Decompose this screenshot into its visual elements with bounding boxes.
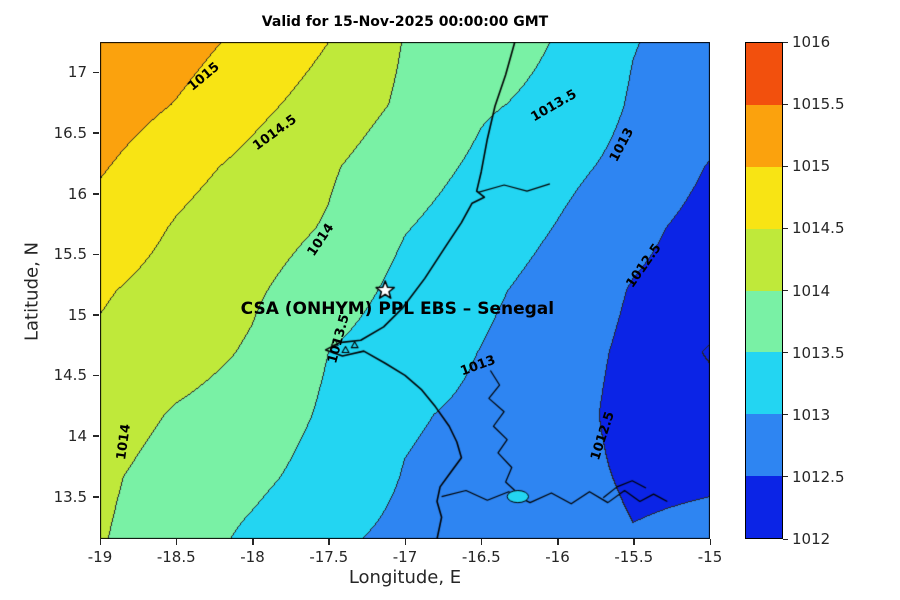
y-tick-label: 16: [67, 184, 87, 203]
colorbar: [745, 42, 783, 539]
colorbar-tick-mark: [783, 227, 788, 229]
colorbar-segment: [746, 352, 782, 415]
colorbar-segment: [746, 104, 782, 167]
colorbar-tick-mark: [783, 352, 788, 354]
x-tick-mark: [328, 539, 330, 545]
colorbar-segment: [746, 476, 782, 538]
x-tick-label: -17: [392, 548, 418, 566]
x-tick-label: -17.5: [309, 548, 349, 566]
colorbar-tick-label: 1014: [792, 281, 831, 300]
x-tick-mark: [709, 539, 711, 545]
x-tick-label: -15.5: [614, 548, 654, 566]
colorbar-segment: [746, 43, 782, 105]
x-tick-mark: [557, 539, 559, 545]
y-tick-mark: [93, 193, 99, 195]
y-tick-mark: [93, 374, 99, 377]
colorbar-tick-label: 1016: [792, 33, 831, 51]
colorbar-tick-mark: [783, 414, 788, 416]
colorbar-tick-label: 1013: [792, 405, 831, 424]
colorbar-tick-label: 1014.5: [792, 219, 845, 238]
x-tick-label: -16: [545, 548, 570, 566]
x-tick-mark: [633, 539, 635, 545]
y-tick-mark: [93, 132, 99, 134]
y-tick-label: 15: [67, 305, 87, 324]
colorbar-segment: [746, 290, 782, 353]
y-tick-label: 14: [67, 426, 87, 445]
map-annotation: CSA (ONHYM) PPL EBS – Senegal: [240, 298, 555, 319]
y-tick-label: 14.5: [53, 366, 87, 385]
plot-title: Valid for 15-Nov-2025 00:00:00 GMT: [261, 14, 549, 30]
colorbar-tick-label: 1013.5: [792, 343, 845, 362]
colorbar-tick-mark: [783, 290, 788, 291]
x-tick-mark: [175, 539, 178, 545]
x-tick-label: -15: [697, 548, 723, 566]
colorbar-tick-mark: [783, 476, 788, 478]
y-tick-label: 15.5: [53, 245, 87, 264]
x-tick-label: -16.5: [461, 548, 501, 566]
y-tick-label: 16.5: [53, 123, 87, 142]
colorbar-tick-label: 1012: [792, 530, 831, 548]
x-tick-mark: [252, 539, 254, 545]
y-tick-mark: [93, 496, 99, 498]
y-axis-label: Latitude, N: [21, 242, 43, 341]
y-tick-mark: [93, 435, 99, 437]
colorbar-segment: [746, 166, 782, 229]
y-tick-label: 17: [67, 63, 87, 82]
colorbar-segment: [746, 414, 782, 477]
x-tick-mark: [99, 539, 101, 545]
y-tick-mark: [93, 253, 99, 256]
colorbar-tick-mark: [783, 538, 788, 540]
colorbar-tick-mark: [783, 103, 788, 105]
x-tick-mark: [404, 539, 406, 545]
y-tick-mark: [93, 71, 99, 74]
colorbar-tick-mark: [783, 165, 788, 167]
x-tick-label: -19: [87, 548, 113, 566]
contour-map-canvas: [100, 42, 710, 539]
y-tick-label: 13.5: [53, 487, 87, 506]
colorbar-segment: [746, 228, 782, 291]
colorbar-tick-label: 1015.5: [792, 95, 845, 114]
colorbar-tick-label: 1015: [792, 157, 831, 176]
y-tick-mark: [93, 314, 99, 316]
x-axis-label: Longitude, E: [348, 567, 462, 588]
x-tick-label: -18.5: [156, 548, 196, 566]
colorbar-tick-label: 1012.5: [792, 467, 845, 486]
plot-area: [100, 42, 710, 539]
colorbar-tick-mark: [783, 41, 788, 43]
x-tick-label: -18: [240, 548, 265, 566]
x-tick-mark: [480, 539, 483, 545]
